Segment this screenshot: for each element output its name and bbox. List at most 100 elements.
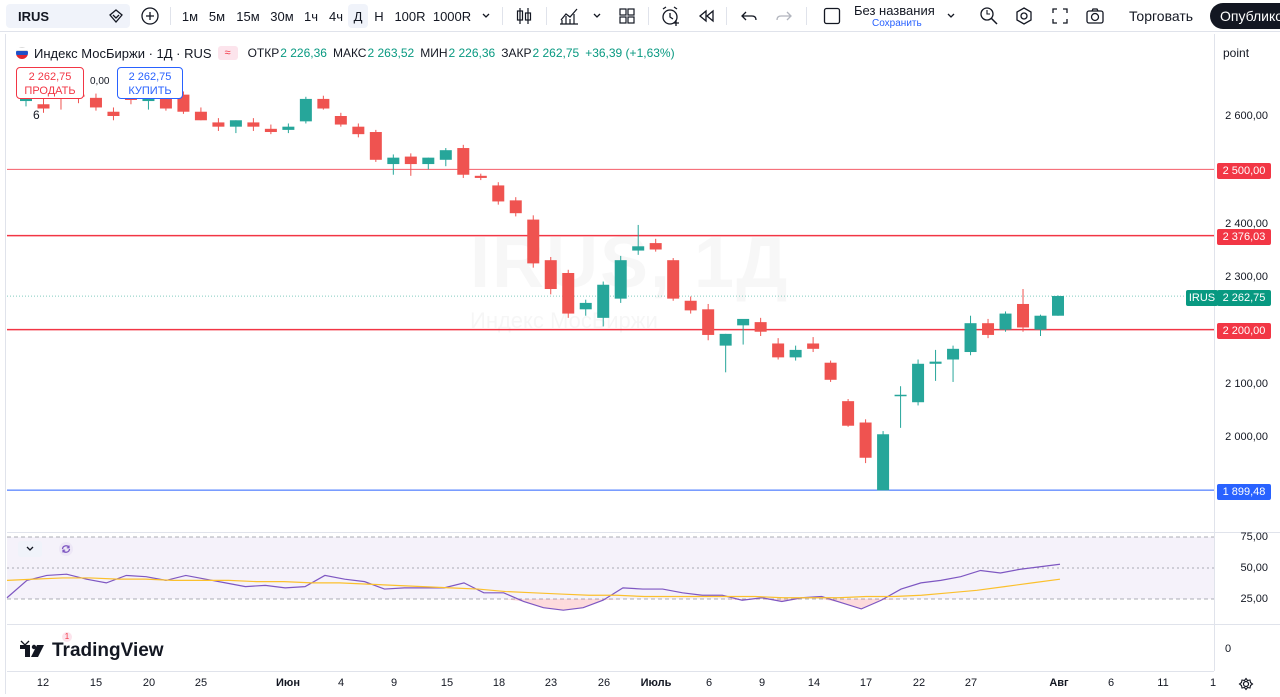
- candle-body: [684, 300, 697, 311]
- rsi-level-label: 25,00: [1240, 593, 1268, 605]
- camera-icon[interactable]: [1082, 4, 1108, 28]
- interval-1m[interactable]: 1м: [181, 8, 199, 24]
- indicator-count[interactable]: 6: [33, 108, 40, 122]
- interval-4h[interactable]: 4ч: [328, 8, 343, 24]
- buy-button[interactable]: 2 262,75 КУПИТЬ: [117, 67, 183, 99]
- indicators-icon[interactable]: [556, 4, 582, 28]
- time-axis[interactable]: [7, 671, 1214, 697]
- candles-icon[interactable]: [510, 4, 538, 28]
- chevron-down-icon[interactable]: [589, 4, 605, 28]
- candle-body: [159, 97, 172, 109]
- close-value: 2 262,75: [532, 46, 580, 60]
- candle-body: [264, 128, 277, 133]
- candle-body: [212, 122, 225, 127]
- fullscreen-icon[interactable]: [1047, 4, 1073, 28]
- candle-body: [20, 97, 32, 102]
- series-legend[interactable]: Индекс МосБиржи · 1Д · RUS ≈ ОТКР 2 226,…: [16, 44, 681, 62]
- candle-body: [649, 243, 662, 250]
- candle-body: [247, 122, 260, 127]
- candle-body: [439, 150, 452, 160]
- interval-100r[interactable]: 100R: [394, 8, 426, 24]
- interval-1000r[interactable]: 1000R: [432, 8, 472, 24]
- sell-button[interactable]: 2 262,75 ПРОДАТЬ: [16, 67, 84, 99]
- time-tick: 18: [492, 677, 506, 689]
- trade-button[interactable]: Торговать: [1128, 8, 1194, 24]
- close-label: ЗАКР: [501, 46, 532, 60]
- publish-button[interactable]: Опублико: [1210, 3, 1280, 29]
- symbol-search[interactable]: IRUS: [6, 4, 130, 28]
- interval-1h[interactable]: 1ч: [303, 8, 318, 24]
- interval-15m[interactable]: 15м: [236, 8, 260, 24]
- russia-flag-icon: [16, 47, 28, 59]
- candle-body: [37, 104, 50, 109]
- chevron-down-icon: [26, 546, 34, 551]
- pane-divider[interactable]: [7, 624, 1280, 625]
- replay-icon[interactable]: [692, 4, 720, 28]
- divider: [170, 7, 171, 25]
- interval-1d[interactable]: Д: [348, 4, 368, 28]
- diamond-icon[interactable]: [108, 8, 124, 24]
- interval-1w[interactable]: Н: [374, 8, 384, 24]
- time-tick: 12: [36, 677, 50, 689]
- search-zoom-icon[interactable]: [976, 4, 1002, 28]
- interval-30m[interactable]: 30м: [270, 8, 294, 24]
- time-tick: 15: [440, 677, 454, 689]
- time-tick: 23: [544, 677, 558, 689]
- chevron-down-icon[interactable]: [943, 4, 959, 28]
- price-label: 2 300,00: [1225, 271, 1268, 283]
- layout-name[interactable]: Без названия Сохранить: [854, 3, 935, 31]
- notification-badge: 1: [62, 632, 72, 642]
- candle-body: [632, 246, 645, 251]
- line-price-tag[interactable]: 2 376,03: [1217, 229, 1271, 245]
- undo-icon[interactable]: [736, 4, 762, 28]
- add-symbol-icon[interactable]: [138, 4, 162, 28]
- candle-body: [387, 157, 400, 165]
- settings-hex-icon[interactable]: [1011, 4, 1037, 28]
- price-label: 2 600,00: [1225, 110, 1268, 122]
- candle-body: [317, 98, 330, 109]
- layouts-icon[interactable]: [614, 4, 640, 28]
- candle-body: [1017, 303, 1030, 328]
- price-label: 2 400,00: [1225, 218, 1268, 230]
- tradingview-logo[interactable]: TradingView: [20, 640, 164, 662]
- candle-body: [422, 157, 435, 165]
- time-tick: 6: [705, 677, 713, 689]
- chevron-down-icon[interactable]: [478, 4, 494, 28]
- time-tick: 1: [1209, 677, 1217, 689]
- refresh-icon[interactable]: [58, 541, 76, 557]
- line-price-tag[interactable]: 2 200,00: [1217, 323, 1271, 339]
- rsi-oversold-fill: [543, 599, 564, 611]
- collapse-pane-button[interactable]: [18, 541, 42, 557]
- rsi-level-label: 75,00: [1240, 531, 1268, 543]
- candle-body: [544, 260, 557, 290]
- main-chart-pane[interactable]: [7, 34, 1214, 671]
- layout-checkbox-icon[interactable]: [820, 4, 844, 28]
- candle-body: [842, 401, 855, 426]
- rsi-oversold-fill: [881, 599, 902, 601]
- save-link[interactable]: Сохранить: [872, 18, 922, 29]
- line-price-tag[interactable]: 1 899,48: [1217, 484, 1271, 500]
- redo-icon[interactable]: [771, 4, 797, 28]
- time-tick: Авг: [1049, 677, 1069, 689]
- sell-price: 2 262,75: [28, 71, 72, 83]
- candle-body: [929, 361, 942, 364]
- high-value: 2 263,52: [367, 46, 415, 60]
- pane-divider[interactable]: [7, 532, 1280, 533]
- scale-mode[interactable]: point: [1223, 46, 1250, 60]
- line-price-tag[interactable]: 2 500,00: [1217, 163, 1271, 179]
- settings-gear-icon[interactable]: [1238, 676, 1254, 697]
- candle-body: [947, 348, 960, 360]
- price-axis[interactable]: [1214, 34, 1280, 671]
- open-value: 2 226,36: [280, 46, 327, 60]
- layout-title: Без названия: [854, 3, 935, 18]
- candle-body: [912, 363, 925, 403]
- candle-body: [807, 343, 820, 349]
- candle-body: [334, 116, 347, 125]
- wave-icon[interactable]: ≈: [217, 46, 238, 60]
- time-tick: 22: [912, 677, 926, 689]
- interval-5m[interactable]: 5м: [208, 8, 226, 24]
- alert-clock-icon[interactable]: [656, 4, 684, 28]
- time-tick: 17: [859, 677, 873, 689]
- candle-body: [772, 343, 785, 358]
